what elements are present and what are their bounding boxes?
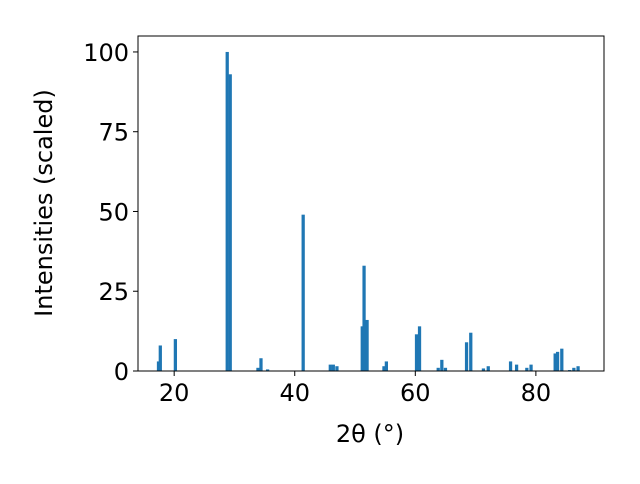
bar	[417, 326, 422, 371]
bar	[331, 364, 335, 371]
x-tick-label: 40	[279, 379, 310, 407]
bar	[560, 348, 564, 371]
y-tick-label: 75	[98, 119, 129, 147]
bar	[529, 364, 533, 371]
bar	[256, 367, 260, 371]
bar	[382, 366, 386, 371]
bar	[443, 367, 448, 371]
bar	[481, 368, 486, 371]
plot-area	[156, 51, 580, 372]
bar	[414, 334, 419, 371]
y-tick-label: 25	[98, 278, 129, 306]
bar	[265, 369, 270, 371]
bar	[576, 366, 580, 371]
bar	[525, 367, 529, 371]
bar	[553, 353, 557, 371]
bar	[259, 358, 263, 371]
bar	[572, 367, 576, 371]
bar	[508, 361, 513, 371]
bar	[156, 361, 161, 371]
bar	[328, 364, 332, 371]
bar	[464, 342, 469, 371]
bar	[173, 339, 178, 371]
bar	[384, 361, 389, 371]
bar	[158, 345, 162, 371]
bar	[335, 366, 339, 371]
x-tick-label: 80	[521, 379, 552, 407]
y-tick-label: 100	[83, 39, 129, 67]
bar	[301, 214, 305, 371]
bar	[469, 332, 473, 371]
y-axis-label: Intensities (scaled)	[30, 89, 58, 317]
bar	[362, 265, 366, 371]
bar	[360, 326, 364, 371]
bar	[225, 51, 229, 371]
bar	[486, 366, 490, 371]
bar	[440, 359, 444, 371]
x-tick-label: 60	[400, 379, 431, 407]
bar	[365, 319, 369, 371]
x-tick-label: 20	[159, 379, 190, 407]
bar	[555, 351, 560, 371]
x-axis-label: 2θ (°)	[336, 420, 404, 448]
axes-frame	[137, 35, 605, 372]
y-tick-label: 50	[98, 198, 129, 226]
bar	[436, 367, 440, 371]
y-tick-label: 0	[114, 358, 129, 386]
bar	[228, 74, 232, 372]
bar	[514, 364, 519, 371]
